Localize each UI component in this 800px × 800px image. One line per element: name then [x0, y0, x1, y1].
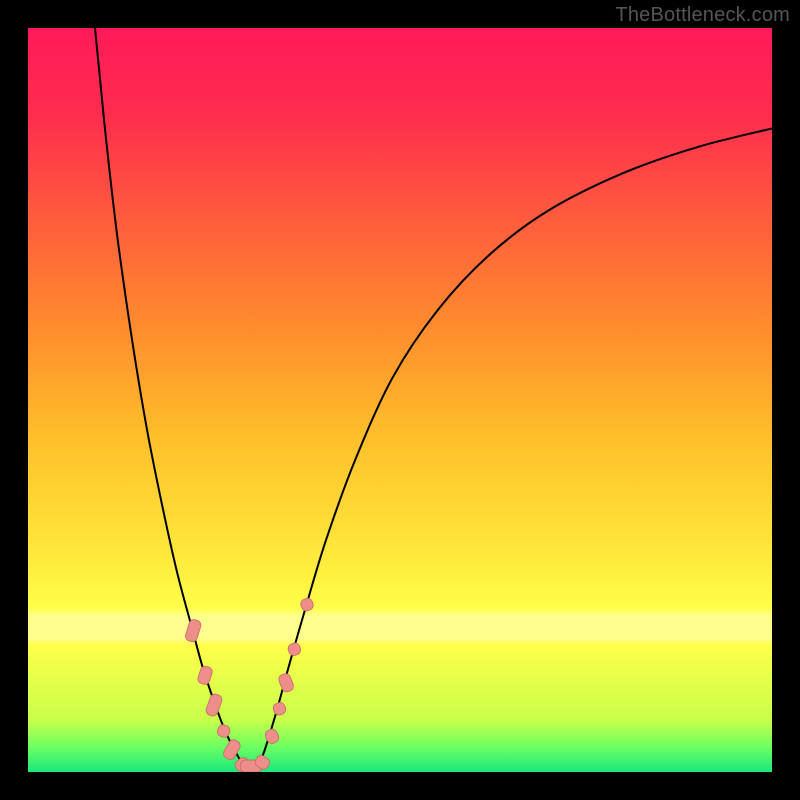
- watermark-label: TheBottleneck.com: [615, 4, 790, 27]
- plot-background: [28, 28, 772, 772]
- bottleneck-curve-chart: [28, 28, 772, 772]
- plot-area: [28, 28, 772, 772]
- plot-frame: TheBottleneck.com: [0, 0, 800, 800]
